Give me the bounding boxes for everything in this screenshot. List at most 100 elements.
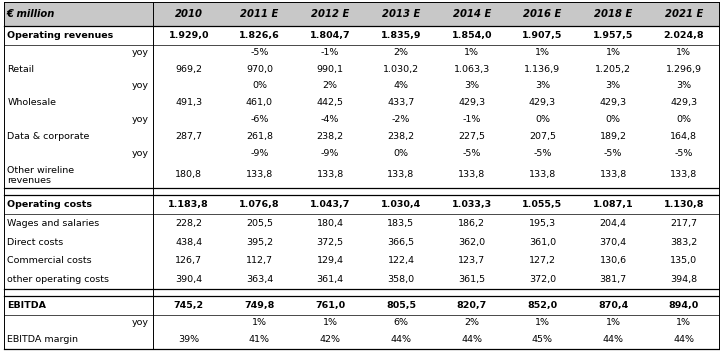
Text: Other wireline: Other wireline — [7, 166, 74, 175]
Text: 1.076,8: 1.076,8 — [239, 200, 280, 209]
Text: 133,8: 133,8 — [600, 170, 627, 179]
Text: 1.929,0: 1.929,0 — [168, 31, 209, 40]
Text: 2013 E: 2013 E — [382, 9, 420, 19]
Text: 123,7: 123,7 — [458, 256, 485, 265]
Text: EBITDA: EBITDA — [7, 301, 46, 310]
Text: 195,3: 195,3 — [529, 219, 556, 228]
Text: -1%: -1% — [462, 115, 481, 124]
Text: 1%: 1% — [606, 318, 621, 327]
Text: -6%: -6% — [251, 115, 269, 124]
Text: 2012 E: 2012 E — [311, 9, 349, 19]
Text: 2.024,8: 2.024,8 — [664, 31, 704, 40]
Text: 745,2: 745,2 — [174, 301, 204, 310]
Text: 394,8: 394,8 — [670, 275, 698, 284]
Text: 820,7: 820,7 — [456, 301, 487, 310]
Text: 429,3: 429,3 — [458, 98, 485, 107]
Text: 2016 E: 2016 E — [523, 9, 562, 19]
Text: other operating costs: other operating costs — [7, 275, 109, 284]
Text: 1.033,3: 1.033,3 — [451, 200, 492, 209]
Text: 44%: 44% — [673, 335, 694, 344]
Text: 363,4: 363,4 — [246, 275, 273, 284]
Text: 366,5: 366,5 — [387, 237, 415, 247]
Text: 3%: 3% — [464, 81, 480, 91]
Text: 287,7: 287,7 — [175, 132, 202, 141]
Text: 127,2: 127,2 — [529, 256, 556, 265]
Text: 805,5: 805,5 — [386, 301, 416, 310]
Text: 2010: 2010 — [175, 9, 203, 19]
Text: 1%: 1% — [535, 318, 550, 327]
Text: 6%: 6% — [393, 318, 408, 327]
Text: yoy: yoy — [132, 115, 149, 124]
Text: 491,3: 491,3 — [175, 98, 202, 107]
Bar — [4, 270, 719, 289]
Text: 126,7: 126,7 — [175, 256, 202, 265]
Text: -9%: -9% — [321, 149, 339, 158]
Text: Retail: Retail — [7, 64, 35, 74]
Text: 261,8: 261,8 — [246, 132, 273, 141]
Text: 761,0: 761,0 — [315, 301, 346, 310]
Text: 2014 E: 2014 E — [452, 9, 491, 19]
Text: 1.055,5: 1.055,5 — [523, 200, 562, 209]
Text: 41%: 41% — [249, 335, 270, 344]
Text: 4%: 4% — [393, 81, 408, 91]
Text: 2%: 2% — [323, 81, 338, 91]
Text: 133,8: 133,8 — [458, 170, 485, 179]
Bar — [4, 161, 719, 188]
Text: 1.296,9: 1.296,9 — [666, 64, 702, 74]
Text: -1%: -1% — [321, 48, 339, 57]
Text: € million: € million — [6, 9, 55, 19]
Text: 0%: 0% — [393, 149, 408, 158]
Text: -4%: -4% — [321, 115, 339, 124]
Text: 130,6: 130,6 — [600, 256, 626, 265]
Text: 461,0: 461,0 — [246, 98, 273, 107]
Text: 361,4: 361,4 — [317, 275, 343, 284]
Text: 0%: 0% — [606, 115, 621, 124]
Text: 442,5: 442,5 — [317, 98, 343, 107]
Text: 361,0: 361,0 — [529, 237, 556, 247]
Text: 44%: 44% — [390, 335, 411, 344]
Text: 1.087,1: 1.087,1 — [593, 200, 634, 209]
Text: 852,0: 852,0 — [527, 301, 557, 310]
Bar — [4, 330, 719, 349]
Text: 133,8: 133,8 — [246, 170, 273, 179]
Text: Operating revenues: Operating revenues — [7, 31, 114, 40]
Text: 1.957,5: 1.957,5 — [593, 31, 634, 40]
Bar — [4, 289, 719, 296]
Text: 44%: 44% — [603, 335, 624, 344]
Text: 133,8: 133,8 — [528, 170, 556, 179]
Text: 122,4: 122,4 — [387, 256, 415, 265]
Text: 1.030,2: 1.030,2 — [383, 64, 419, 74]
Text: 894,0: 894,0 — [669, 301, 699, 310]
Bar — [4, 127, 719, 146]
Text: 238,2: 238,2 — [317, 132, 343, 141]
Text: 164,8: 164,8 — [670, 132, 698, 141]
Bar — [4, 315, 719, 330]
Text: 433,7: 433,7 — [387, 98, 415, 107]
Text: yoy: yoy — [132, 81, 149, 91]
Text: 870,4: 870,4 — [598, 301, 629, 310]
Text: Commercial costs: Commercial costs — [7, 256, 92, 265]
Bar — [4, 251, 719, 270]
Text: 970,0: 970,0 — [246, 64, 273, 74]
Text: 133,8: 133,8 — [670, 170, 698, 179]
Text: 1.043,7: 1.043,7 — [310, 200, 351, 209]
Text: 1%: 1% — [676, 48, 691, 57]
Text: 1.136,9: 1.136,9 — [524, 64, 560, 74]
Text: 2021 E: 2021 E — [665, 9, 703, 19]
Text: yoy: yoy — [132, 318, 149, 327]
Text: -2%: -2% — [392, 115, 410, 124]
Bar — [4, 112, 719, 127]
Text: 1%: 1% — [252, 318, 267, 327]
Text: 112,7: 112,7 — [246, 256, 273, 265]
Text: 135,0: 135,0 — [670, 256, 698, 265]
Text: 362,0: 362,0 — [458, 237, 485, 247]
Bar — [4, 2, 719, 26]
Bar — [4, 146, 719, 161]
Text: 0%: 0% — [252, 81, 267, 91]
Text: -5%: -5% — [462, 149, 481, 158]
Text: -5%: -5% — [251, 48, 269, 57]
Text: 390,4: 390,4 — [175, 275, 202, 284]
Text: 1.835,9: 1.835,9 — [381, 31, 421, 40]
Text: 2%: 2% — [393, 48, 408, 57]
Text: yoy: yoy — [132, 149, 149, 158]
